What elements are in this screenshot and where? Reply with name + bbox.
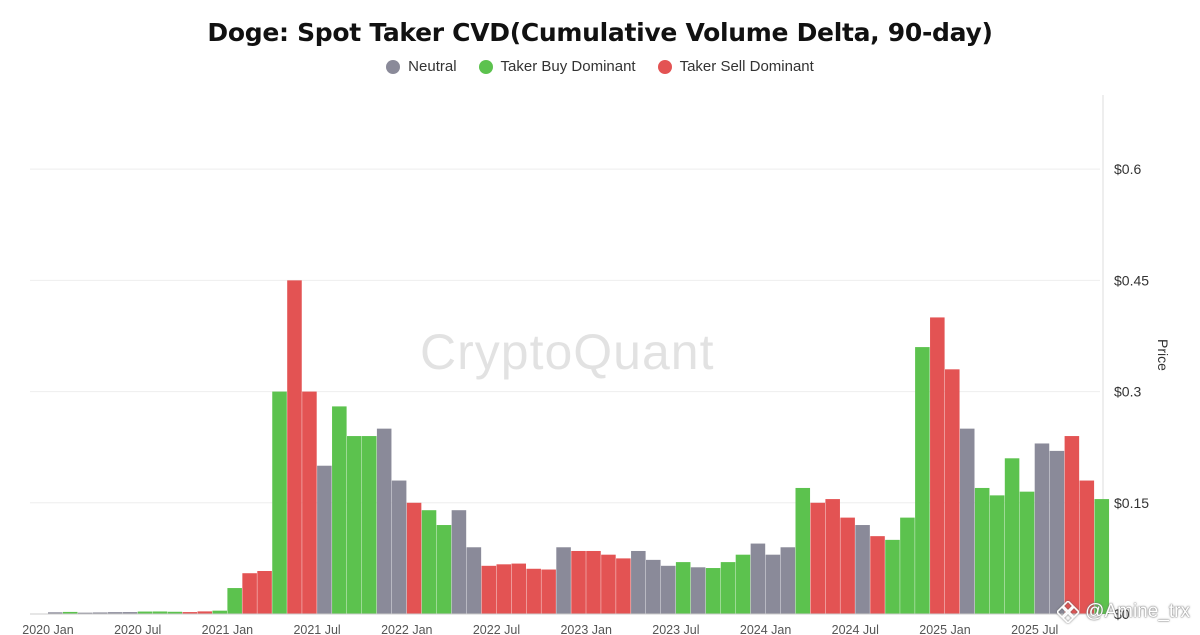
- data-bar: [287, 280, 302, 614]
- data-bar: [870, 536, 885, 614]
- data-bar: [452, 510, 467, 614]
- data-bar: [242, 573, 257, 614]
- data-bar: [661, 566, 676, 614]
- data-bar: [1080, 481, 1095, 614]
- data-bar: [1005, 458, 1020, 614]
- x-tick-label: 2023 Jan: [560, 623, 611, 635]
- data-bar: [362, 436, 377, 614]
- data-bar: [766, 555, 781, 614]
- x-tick-label: 2020 Jan: [22, 623, 73, 635]
- data-bar: [257, 571, 272, 614]
- data-bar: [467, 547, 482, 614]
- data-bar: [796, 488, 811, 614]
- data-bar: [616, 558, 631, 614]
- data-bar: [497, 564, 512, 614]
- data-bar: [586, 551, 601, 614]
- data-bar: [227, 588, 242, 614]
- data-bar: [810, 503, 825, 614]
- data-bar: [960, 429, 975, 614]
- data-bar: [930, 317, 945, 614]
- y-tick-label: $0.15: [1114, 495, 1149, 511]
- data-bar: [825, 499, 840, 614]
- x-tick-label: 2025 Jan: [919, 623, 970, 635]
- x-tick-label: 2023 Jul: [652, 623, 699, 635]
- x-tick-label: 2024 Jan: [740, 623, 791, 635]
- data-bar: [482, 566, 497, 614]
- data-bar: [541, 570, 556, 614]
- data-bar: [915, 347, 930, 614]
- x-tick-label: 2024 Jul: [832, 623, 879, 635]
- y-tick-label: $0.6: [1114, 161, 1141, 177]
- x-tick-label: 2020 Jul: [114, 623, 161, 635]
- data-bar: [631, 551, 646, 614]
- data-bar: [422, 510, 437, 614]
- data-bar: [272, 392, 287, 614]
- data-bar: [407, 503, 422, 614]
- data-bar: [526, 569, 541, 614]
- data-bar: [437, 525, 452, 614]
- x-tick-label: 2021 Jan: [202, 623, 253, 635]
- data-bar: [900, 518, 915, 614]
- data-bar: [347, 436, 362, 614]
- data-bar: [377, 429, 392, 614]
- data-bar: [691, 567, 706, 614]
- data-bar: [885, 540, 900, 614]
- data-bar: [1065, 436, 1080, 614]
- data-bar: [212, 611, 227, 614]
- y-axis-label: Price: [1155, 339, 1171, 371]
- data-bar: [1095, 499, 1110, 614]
- binance-logo-icon: [1057, 601, 1079, 623]
- data-bar: [601, 555, 616, 614]
- data-bar: [571, 551, 586, 614]
- data-bar: [990, 495, 1005, 614]
- data-bar: [392, 481, 407, 614]
- data-bar: [975, 488, 990, 614]
- data-bar: [781, 547, 796, 614]
- data-bar: [751, 544, 766, 614]
- data-bar: [855, 525, 870, 614]
- data-bar: [676, 562, 691, 614]
- data-bar: [317, 466, 332, 614]
- data-bar: [721, 562, 736, 614]
- data-bar: [332, 406, 347, 614]
- data-bar: [706, 568, 721, 614]
- y-tick-label: $0.45: [1114, 272, 1149, 288]
- data-bar: [840, 518, 855, 614]
- data-bar: [1050, 451, 1065, 614]
- data-bar: [302, 392, 317, 614]
- x-tick-label: 2021 Jul: [293, 623, 340, 635]
- data-bar: [646, 560, 661, 614]
- author-handle: @Amine_trx: [1085, 601, 1190, 623]
- x-tick-label: 2025 Jul: [1011, 623, 1058, 635]
- y-tick-label: $0.3: [1114, 384, 1141, 400]
- author-credit: @Amine_trx: [1057, 601, 1190, 623]
- data-bar: [1020, 492, 1035, 614]
- data-bar: [511, 564, 526, 614]
- watermark: CryptoQuant: [420, 323, 714, 381]
- x-tick-label: 2022 Jan: [381, 623, 432, 635]
- data-bar: [556, 547, 571, 614]
- data-bar: [945, 369, 960, 614]
- data-bar: [736, 555, 751, 614]
- x-tick-label: 2022 Jul: [473, 623, 520, 635]
- data-bar: [1035, 443, 1050, 614]
